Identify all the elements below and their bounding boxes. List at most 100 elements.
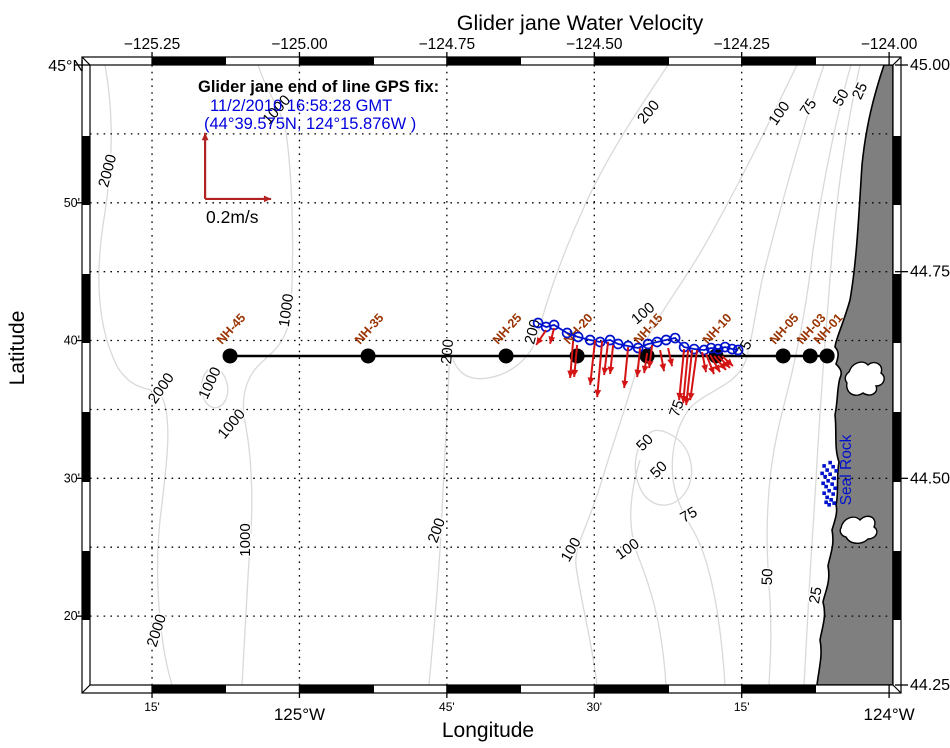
velocity-vector-head (701, 364, 708, 373)
contour-depth-label: 50 (830, 86, 853, 109)
contour-depth-label: 2000 (145, 370, 178, 407)
left-tick-label: 45°N (48, 58, 84, 75)
border-block (742, 57, 816, 65)
bottom-tick-label: 125°W (274, 705, 325, 724)
velocity-vector (682, 349, 690, 404)
contour-depth-label: 2000 (144, 612, 170, 649)
seal-rock-mark (833, 486, 837, 491)
border-corner-diagonal (81, 684, 91, 694)
contour-depth-label: 25 (806, 586, 826, 605)
border-block (893, 136, 901, 205)
glider-track-point (698, 344, 710, 356)
velocity-vector-head (621, 380, 629, 388)
right-tick-label: 44.25 (910, 677, 950, 694)
glider-track-point (632, 342, 644, 354)
contour-200m (428, 64, 669, 686)
seal-rock-mark (825, 495, 829, 500)
bottom-tick-label: 45' (439, 700, 455, 714)
fancy-map-border (81, 56, 902, 694)
top-tick-label: −124.00 (861, 36, 918, 53)
velocity-vector-head (536, 337, 544, 345)
velocity-vector (678, 348, 686, 401)
border-block (82, 551, 90, 620)
left-tick-label: 50' (64, 196, 80, 210)
station-dot (775, 348, 791, 364)
border-block (893, 551, 901, 620)
velocity-vector-head (722, 360, 730, 368)
velocity-vector (685, 349, 694, 406)
seal-rock-mark (831, 492, 835, 496)
seal-rock-mark (824, 500, 828, 505)
seal-rock-mark (831, 464, 835, 469)
contour-100m-b (630, 459, 667, 686)
border-block (82, 274, 90, 343)
top-tick-label: −124.25 (713, 36, 769, 53)
seal-rock-mark (829, 498, 833, 502)
glider-track (532, 317, 744, 356)
velocity-scale-label: 0.2m/s (206, 207, 259, 227)
velocity-vector-head (587, 377, 595, 385)
seal-rock-mark (830, 482, 834, 486)
border-block (82, 136, 90, 205)
contour-depth-label: 75 (797, 96, 820, 119)
velocity-vector-head (601, 367, 609, 375)
velocity-vector-head (680, 395, 688, 404)
contour-depth-label: 200 (438, 338, 457, 364)
border-corner-diagonal (892, 56, 902, 66)
station-dot (360, 348, 376, 364)
border-block (152, 57, 226, 65)
contour-depth-label: 100 (765, 98, 793, 128)
station-dot (569, 348, 585, 364)
border-block (742, 685, 816, 693)
seal-rock-mark (822, 491, 826, 496)
glider-track-point (572, 331, 584, 343)
velocity-vector-head (708, 366, 715, 375)
glider-track-point (726, 343, 738, 355)
border-block (82, 412, 90, 482)
velocity-vector-head (725, 358, 733, 366)
station-label: NH-10 (700, 311, 735, 347)
station-dot (498, 348, 514, 364)
bathymetry-contours (98, 64, 861, 686)
glider-track-point (705, 342, 717, 354)
contour-50m (766, 64, 852, 686)
seal-rock-mark (828, 460, 832, 465)
contour-depth-label: 1000 (195, 364, 225, 401)
contour-1000m (241, 64, 294, 686)
yaquina-bay (844, 361, 885, 396)
border-block (595, 57, 669, 65)
land (816, 64, 894, 686)
right-tick-label: 45.00 (910, 57, 950, 74)
contour-25m (803, 64, 861, 686)
left-tick-label: 40' (64, 334, 80, 348)
velocity-vector-head (659, 363, 667, 372)
station-label: NH-25 (490, 311, 525, 347)
seal-rock-mark (824, 484, 828, 489)
contour-depth-label: 100 (612, 535, 642, 563)
station-label: NH-35 (352, 311, 387, 347)
contour-50m-bank (634, 429, 693, 506)
bottom-tick-label: 30' (586, 700, 602, 714)
velocity-vector-head (567, 370, 575, 378)
border-inner-line (89, 64, 894, 686)
seal-rock-mark (825, 468, 829, 472)
gps-fix-header: Glider jane end of line GPS fix: (198, 78, 439, 96)
contour-depth-label: 50 (759, 568, 777, 585)
contour-1000m-loop (200, 366, 229, 409)
contour-depth-label: 200 (634, 97, 663, 127)
border-block (893, 412, 901, 482)
velocity-vector-head (548, 336, 556, 344)
plot-title: Glider jane Water Velocity (457, 11, 704, 35)
seal-rock-mark (827, 488, 831, 493)
velocity-vector-head (713, 364, 720, 373)
contour-2000m (98, 64, 173, 686)
right-tick-label: 44.50 (910, 470, 950, 487)
top-tick-label: −125.25 (124, 36, 180, 53)
gps-fix-time: 11/2/2010 16:58:28 GMT (210, 97, 392, 115)
seal-rock-mark (822, 464, 826, 468)
border-corner-diagonal (892, 684, 902, 694)
top-tick-label: −125.00 (271, 36, 328, 53)
seal-rock-feature (820, 460, 838, 507)
scale-arrow-east-head (263, 195, 272, 203)
